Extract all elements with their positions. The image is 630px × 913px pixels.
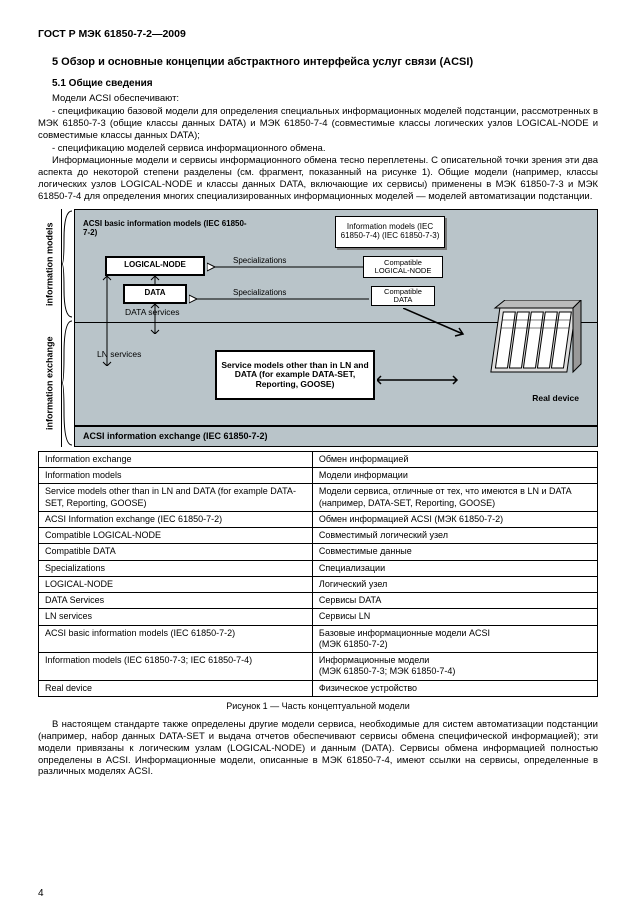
table-row: LOGICAL-NODEЛогический узел: [39, 576, 598, 592]
term-ru: Информационные модели (МЭК 61850-7-3; МЭ…: [312, 653, 597, 681]
table-row: Information modelsМодели информации: [39, 468, 598, 484]
term-ru: Базовые информационные модели ACSI (МЭК …: [312, 625, 597, 653]
comp-ln-box: Compatible LOGICAL-NODE: [363, 256, 443, 278]
term-ru: Специализации: [312, 560, 597, 576]
para-2: - спецификацию базовой модели для опреде…: [38, 106, 598, 142]
term-en: Specializations: [39, 560, 313, 576]
acsi-basic-label: ACSI basic information models (IEC 61850…: [81, 216, 251, 242]
table-row: Information exchangeОбмен информацией: [39, 451, 598, 467]
term-en: Compatible LOGICAL-NODE: [39, 528, 313, 544]
term-ru: Совместимый логический узел: [312, 528, 597, 544]
table-row: Real deviceФизическое устройство: [39, 680, 598, 696]
term-en: ACSI Information exchange (IEC 61850-7-2…: [39, 511, 313, 527]
terms-table: Information exchangeОбмен информациейInf…: [38, 451, 598, 697]
term-en: ACSI basic information models (IEC 61850…: [39, 625, 313, 653]
term-en: Information exchange: [39, 451, 313, 467]
table-row: LN servicesСервисы LN: [39, 609, 598, 625]
table-row: DATA ServicesСервисы DATA: [39, 593, 598, 609]
term-ru: Обмен информацией ACSI (МЭК 61850-7-2): [312, 511, 597, 527]
side-labels: information models information exchange: [38, 209, 62, 447]
table-row: SpecializationsСпециализации: [39, 560, 598, 576]
table-row: ACSI Information exchange (IEC 61850-7-2…: [39, 511, 598, 527]
side-label-top: information models: [38, 209, 62, 319]
divider-2: [75, 425, 597, 426]
term-en: Real device: [39, 680, 313, 696]
logical-node-box: LOGICAL-NODE: [105, 256, 205, 276]
data-box: DATA: [123, 284, 187, 304]
figure-1: information models information exchange …: [38, 209, 598, 447]
term-ru: Модели сервиса, отличные от тех, что име…: [312, 484, 597, 512]
term-en: Service models other than in LN and DATA…: [39, 484, 313, 512]
brace-icons: [62, 209, 74, 447]
term-en: LN services: [39, 609, 313, 625]
para-4: Информационные модели и сервисы информац…: [38, 155, 598, 203]
term-ru: Обмен информацией: [312, 451, 597, 467]
figure-canvas: ACSI basic information models (IEC 61850…: [74, 209, 598, 447]
table-row: Service models other than in LN and DATA…: [39, 484, 598, 512]
term-ru: Физическое устройство: [312, 680, 597, 696]
section-title: 5 Обзор и основные концепции абстрактног…: [38, 56, 598, 68]
real-device-label: Real device: [532, 394, 579, 404]
term-en: LOGICAL-NODE: [39, 576, 313, 592]
info-models-box: Information models (IEC 61850-7-4) (IEC …: [335, 216, 445, 248]
comp-data-box: Compatible DATA: [371, 286, 435, 306]
term-en: Information models (IEC 61850-7-3; IEC 6…: [39, 653, 313, 681]
figure-caption: Рисунок 1 — Часть концептуальной модели: [38, 701, 598, 711]
para-5: В настоящем стандарте также определены д…: [38, 719, 598, 778]
term-ru: Сервисы DATA: [312, 593, 597, 609]
table-row: ACSI basic information models (IEC 61850…: [39, 625, 598, 653]
subsection-title: 5.1 Общие сведения: [38, 78, 598, 89]
para-3: - спецификацию моделей сервиса информаци…: [38, 143, 598, 155]
para-1: Модели ACSI обеспечивают:: [38, 93, 598, 105]
page-number: 4: [38, 888, 44, 899]
term-ru: Модели информации: [312, 468, 597, 484]
real-device-icon: [483, 300, 593, 390]
term-ru: Сервисы LN: [312, 609, 597, 625]
term-ru: Логический узел: [312, 576, 597, 592]
table-row: Information models (IEC 61850-7-3; IEC 6…: [39, 653, 598, 681]
term-ru: Совместимые данные: [312, 544, 597, 560]
table-row: Compatible LOGICAL-NODEСовместимый логич…: [39, 528, 598, 544]
term-en: DATA Services: [39, 593, 313, 609]
service-models-box: Service models other than in LN and DATA…: [215, 350, 375, 400]
term-en: Compatible DATA: [39, 544, 313, 560]
term-en: Information models: [39, 468, 313, 484]
table-row: Compatible DATAСовместимые данные: [39, 544, 598, 560]
doc-header: ГОСТ Р МЭК 61850-7-2—2009: [38, 28, 598, 40]
side-label-bottom: information exchange: [38, 319, 62, 447]
acsi-exchange-bar: ACSI information exchange (IEC 61850-7-2…: [75, 426, 597, 446]
